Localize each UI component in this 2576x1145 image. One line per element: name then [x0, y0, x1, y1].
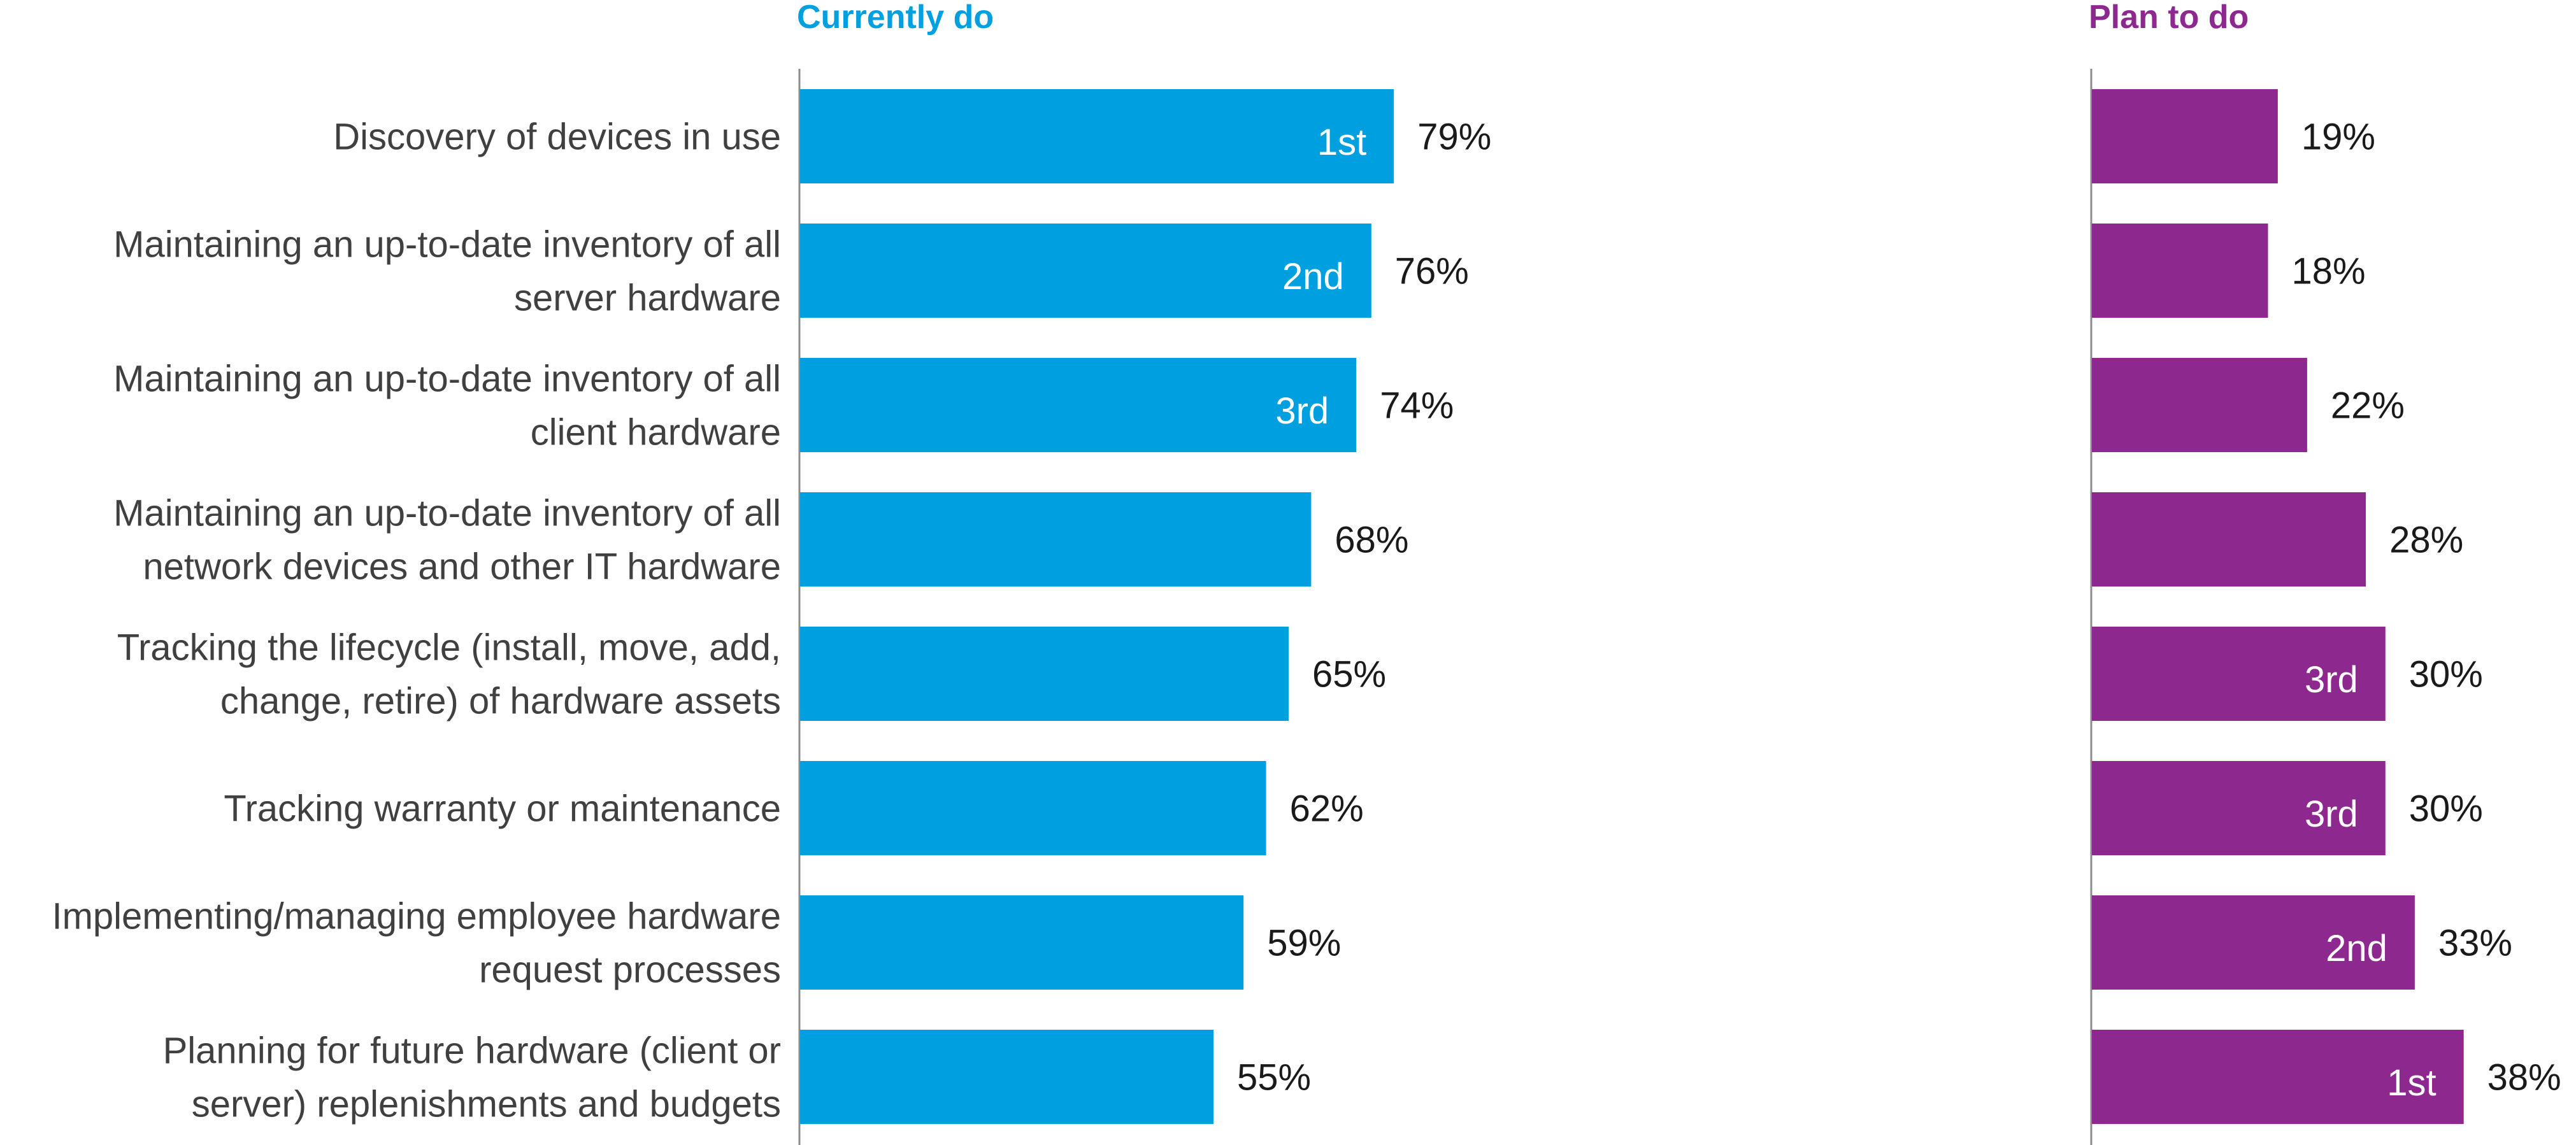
bar	[800, 1030, 1213, 1124]
bar	[2092, 895, 2415, 990]
bar	[2092, 492, 2366, 587]
rank-label: 1st	[1317, 122, 1366, 163]
bar	[2092, 761, 2386, 855]
category-label-line: Tracking warranty or maintenance	[224, 788, 781, 829]
value-label: 18%	[2291, 250, 2365, 292]
category-label: Maintaining an up-to-date inventory of a…	[113, 492, 781, 587]
series-header: Plan to do	[2089, 0, 2249, 36]
value-label: 76%	[1395, 250, 1469, 292]
category-label-line: server) replenishments and budgets	[192, 1083, 781, 1125]
bar	[800, 761, 1266, 855]
bar	[800, 89, 1394, 183]
value-label: 19%	[2301, 116, 2375, 157]
category-label-line: server hardware	[514, 277, 781, 318]
category-label-line: Maintaining an up-to-date inventory of a…	[113, 492, 781, 534]
category-label-line: Planning for future hardware (client or	[163, 1030, 781, 1071]
rank-label: 3rd	[1275, 390, 1329, 432]
category-label-line: network devices and other IT hardware	[143, 546, 781, 587]
category-label: Implementing/managing employee hardware r…	[52, 895, 781, 990]
bar	[2092, 358, 2307, 452]
category-label: Tracking warranty or maintenance	[224, 788, 781, 829]
category-label: Maintaining an up-to-date inventory of a…	[113, 358, 781, 453]
value-label: 74%	[1380, 385, 1454, 426]
value-label: 59%	[1267, 922, 1341, 964]
bar	[800, 358, 1357, 452]
bar	[800, 895, 1244, 990]
category-label-line: Implementing/managing employee hardware	[52, 895, 781, 937]
value-label: 30%	[2409, 653, 2483, 695]
value-label: 30%	[2409, 788, 2483, 829]
category-label: Planning for future hardware (client or s…	[163, 1030, 781, 1125]
value-label: 38%	[2487, 1056, 2561, 1098]
category-label: Maintaining an up-to-date inventory of a…	[113, 224, 781, 318]
bar	[2092, 224, 2268, 318]
bar	[800, 627, 1289, 721]
rank-label: 3rd	[2305, 793, 2358, 835]
value-label: 55%	[1237, 1056, 1311, 1098]
bar	[2092, 1030, 2464, 1124]
bar	[800, 492, 1312, 587]
rank-label: 2nd	[2326, 928, 2387, 969]
category-label-line: Maintaining an up-to-date inventory of a…	[113, 224, 781, 265]
category-label-line: client hardware	[531, 411, 781, 453]
bar	[2092, 89, 2278, 183]
rank-label: 2nd	[1282, 256, 1344, 297]
category-label-line: Maintaining an up-to-date inventory of a…	[113, 358, 781, 399]
category-label-line: Tracking the lifecycle (install, move, a…	[117, 627, 781, 668]
value-label: 33%	[2438, 922, 2512, 964]
value-label: 22%	[2331, 385, 2405, 426]
category-label: Tracking the lifecycle (install, move, a…	[117, 627, 781, 722]
series-header: Currently do	[797, 0, 994, 36]
value-label: 62%	[1290, 788, 1364, 829]
bar	[2092, 627, 2386, 721]
rank-label: 1st	[2387, 1062, 2436, 1104]
bar	[800, 224, 1371, 318]
value-label: 79%	[1417, 116, 1491, 157]
category-label-line: change, retire) of hardware assets	[220, 680, 781, 722]
category-label-line: request processes	[479, 949, 781, 990]
value-label: 68%	[1335, 519, 1408, 560]
value-label: 28%	[2389, 519, 2463, 560]
category-label-line: Discovery of devices in use	[333, 116, 781, 157]
rank-label: 3rd	[2305, 659, 2358, 701]
category-label: Discovery of devices in use	[333, 116, 781, 157]
value-label: 65%	[1312, 653, 1386, 695]
